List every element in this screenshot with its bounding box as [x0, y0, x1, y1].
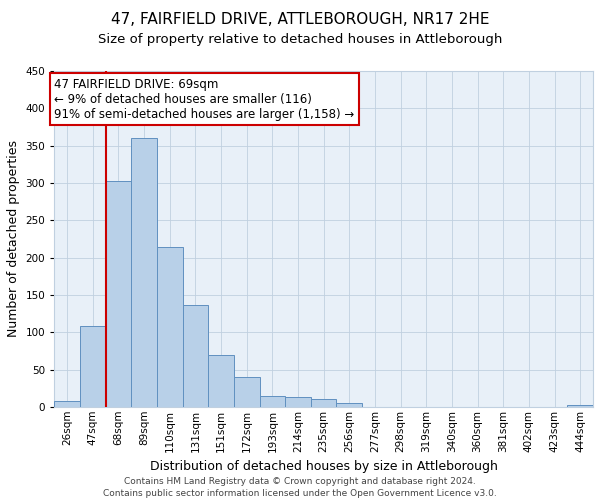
- Bar: [157, 247, 182, 407]
- Text: Size of property relative to detached houses in Attleborough: Size of property relative to detached ho…: [98, 32, 502, 46]
- Bar: [260, 396, 285, 407]
- Bar: [568, 406, 593, 407]
- Bar: [311, 400, 337, 407]
- Text: Contains HM Land Registry data © Crown copyright and database right 2024.
Contai: Contains HM Land Registry data © Crown c…: [103, 476, 497, 498]
- Bar: [80, 326, 106, 407]
- Bar: [182, 304, 208, 407]
- Bar: [234, 377, 260, 407]
- Bar: [208, 354, 234, 407]
- Text: 47 FAIRFIELD DRIVE: 69sqm
← 9% of detached houses are smaller (116)
91% of semi-: 47 FAIRFIELD DRIVE: 69sqm ← 9% of detach…: [54, 78, 355, 120]
- X-axis label: Distribution of detached houses by size in Attleborough: Distribution of detached houses by size …: [150, 460, 497, 473]
- Bar: [285, 397, 311, 407]
- Bar: [337, 403, 362, 407]
- Bar: [54, 401, 80, 407]
- Bar: [106, 182, 131, 407]
- Bar: [131, 138, 157, 407]
- Y-axis label: Number of detached properties: Number of detached properties: [7, 140, 20, 338]
- Text: 47, FAIRFIELD DRIVE, ATTLEBOROUGH, NR17 2HE: 47, FAIRFIELD DRIVE, ATTLEBOROUGH, NR17 …: [111, 12, 489, 28]
